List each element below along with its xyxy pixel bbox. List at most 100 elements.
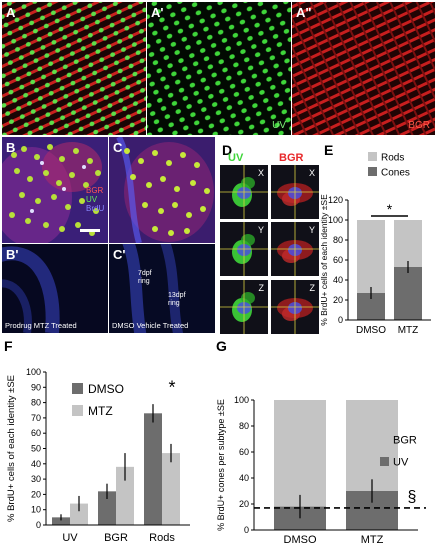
legend-label-cones: Cones <box>381 168 410 179</box>
panel-c-prime-letter: C' <box>113 247 126 262</box>
legend-swatch-mtz <box>72 405 83 416</box>
panel-e-letter: E <box>324 142 334 158</box>
x-tick-label: BGR <box>104 532 128 544</box>
x-tick-label: DMSO <box>356 325 386 336</box>
legend-label-bgr: BGR <box>393 435 417 447</box>
chart-f: 0 10 20 30 40 50 60 70 80 90 100 % BrdU+ cells of e… <box>6 367 190 544</box>
panel-a-prime-image: A' UV <box>147 2 291 135</box>
legend-swatch-rods <box>368 152 377 161</box>
panel-d-uv-label: UV <box>228 152 244 164</box>
bar-dmso <box>144 413 162 525</box>
legend-label-mtz: MTZ <box>88 404 113 418</box>
legend-bgr: BGR <box>86 186 104 195</box>
chart-e: 0 20 40 60 80 100 120% BrdU+ cells of each ide… <box>320 152 431 336</box>
bar-mtz <box>162 453 180 525</box>
y-tick-label: 20 <box>239 499 249 509</box>
axis-label-x: X <box>257 168 264 178</box>
ring-7dpf-label: 7dpf ring <box>138 270 152 285</box>
x-tick-label: DMSO <box>284 534 317 546</box>
bar-rods <box>357 220 385 293</box>
ortho-view-y-bgr: Y <box>271 222 319 276</box>
y-tick-label: 30 <box>31 474 41 484</box>
y-tick-label: 40 <box>239 473 249 483</box>
panel-c-prime-image: C' 7dpf ring 13dpf ring DMSO Vehicle Tre… <box>109 244 215 333</box>
panel-d-bgr-label: BGR <box>279 152 304 164</box>
axis-label-y: Y <box>308 225 315 235</box>
y-tick-label: 80 <box>239 421 249 431</box>
axis-label-x: X <box>308 168 315 178</box>
bgr-label: BGR <box>408 120 430 131</box>
x-tick-label: Rods <box>149 532 175 544</box>
panel-a-letter: A <box>6 5 16 20</box>
y-tick-label: 0 <box>244 525 249 535</box>
bar-mtz <box>116 466 134 525</box>
y-axis-label: % BrdU+ cones per subtype ±SE <box>216 399 226 531</box>
bar-cones <box>394 267 422 320</box>
panel-a-image: A <box>2 2 146 135</box>
y-tick-label: 50 <box>31 444 41 454</box>
bar-dmso <box>52 517 70 525</box>
legend-uv: UV <box>86 195 98 204</box>
ortho-view-z-uv: Z <box>220 280 268 334</box>
axis-label-y: Y <box>257 225 264 235</box>
uv-cell <box>241 234 255 246</box>
y-tick-label: 60 <box>239 447 249 457</box>
legend-brdu: BrdU <box>86 204 105 213</box>
bar-dmso <box>98 491 116 525</box>
panel-b-letter: B <box>6 140 16 155</box>
uv-cell <box>241 177 255 189</box>
panel-f-letter: F <box>4 338 13 354</box>
section-symbol: § <box>408 488 417 505</box>
uv-label: UV <box>272 120 286 131</box>
axis-label-z: Z <box>309 283 316 293</box>
panel-d-letter: D <box>222 142 233 158</box>
x-tick-label: MTZ <box>398 325 419 336</box>
panel-b-prime-letter: B' <box>6 247 19 262</box>
y-tick-label: 80 <box>333 235 343 245</box>
legend-swatch-bgr <box>380 435 389 444</box>
panel-c-image: C <box>109 137 215 243</box>
panel-b-prime-caption: Prodrug MTZ Treated <box>5 321 77 330</box>
y-tick-label: 60 <box>31 428 41 438</box>
y-tick-label: 40 <box>31 459 41 469</box>
bar-bgr <box>274 400 326 507</box>
y-tick-label: 100 <box>234 395 249 405</box>
ortho-view-z-bgr: Z <box>271 280 319 334</box>
panel-a-double-prime-letter: A" <box>296 5 312 20</box>
y-tick-label: 90 <box>31 382 41 392</box>
ring-13dpf-label: 13dpf ring <box>168 292 186 307</box>
y-tick-label: 120 <box>328 195 343 205</box>
panel-c-prime-caption: DMSO Vehicle Treated <box>112 321 189 330</box>
legend-swatch-cones <box>368 167 377 176</box>
panel-a-prime-letter: A' <box>151 5 164 20</box>
panel-g-letter: G <box>216 338 227 354</box>
y-tick-label: 100 <box>26 367 41 377</box>
axis-label-z: Z <box>258 283 265 293</box>
y-tick-label: 20 <box>31 489 41 499</box>
bar-bgr <box>346 400 398 491</box>
ortho-view-x-uv: X <box>220 165 268 219</box>
y-tick-label: 0 <box>338 315 343 325</box>
panel-b-image: B BGR UV BrdU <box>2 137 108 243</box>
chart-g: 0 20 40 60 80 100 % BrdU+ cones per subtype ±S… <box>216 395 426 546</box>
bar-rods <box>394 220 422 267</box>
y-axis-label: % BrdU+ cells of each identity ±SE <box>320 194 329 326</box>
y-tick-label: 20 <box>333 295 343 305</box>
x-tick-label: MTZ <box>361 534 384 546</box>
x-tick-label: UV <box>62 532 78 544</box>
ortho-view-x-bgr: X <box>271 165 319 219</box>
significance-star: * <box>168 377 175 397</box>
y-tick-label: 10 <box>31 505 41 515</box>
y-tick-label: 40 <box>333 275 343 285</box>
panel-c-letter: C <box>113 140 123 155</box>
y-tick-label: 100 <box>328 215 343 225</box>
legend-label-dmso: DMSO <box>88 382 124 396</box>
y-tick-label: 0 <box>36 520 41 530</box>
legend-label-rods: Rods <box>381 153 404 164</box>
ortho-view-y-uv: Y <box>220 222 268 276</box>
bar-mtz <box>70 503 88 525</box>
y-tick-label: 70 <box>31 413 41 423</box>
y-axis-label: % BrdU+ cells of each identity ±SE <box>6 375 17 522</box>
y-tick-label: 60 <box>333 255 343 265</box>
panel-b-legend: BGR UV BrdU <box>86 186 104 213</box>
